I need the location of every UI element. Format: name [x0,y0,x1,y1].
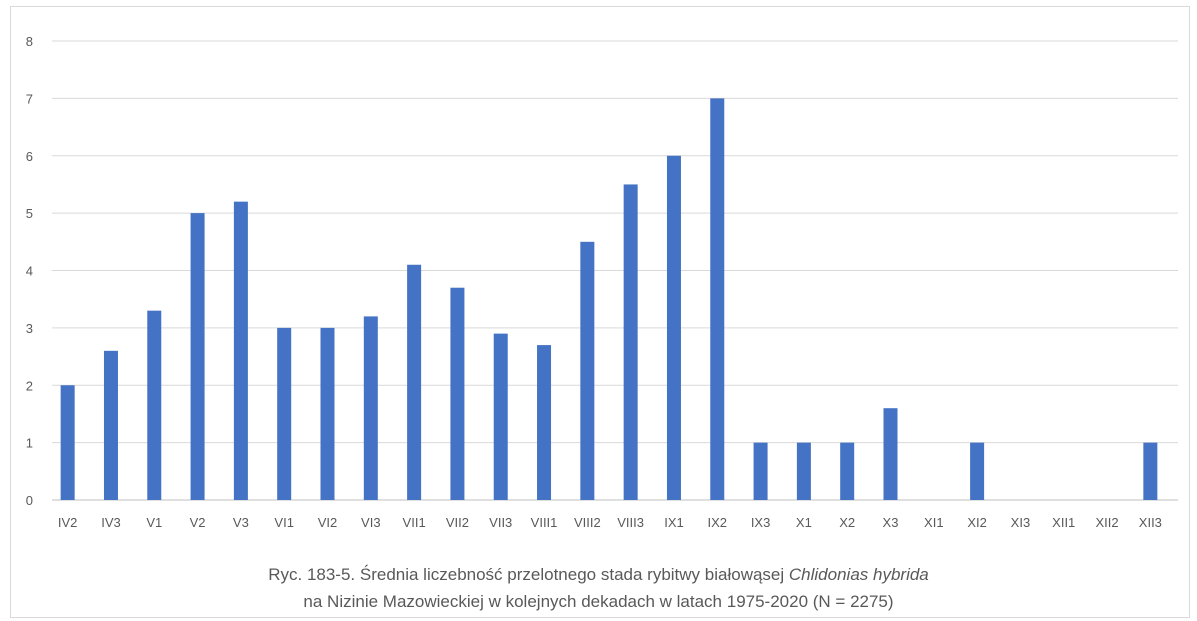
bar-VI3 [363,316,378,500]
x-tick-label: IX2 [708,515,728,530]
bar-X3 [883,408,898,500]
y-tick-label: 4 [26,264,33,279]
bar-VIII2 [580,241,595,500]
caption-line-1: Ryc. 183-5. Średnia liczebność przelotne… [0,565,1197,585]
x-tick-label: XI1 [924,515,944,530]
gridlines [52,40,1178,501]
x-tick-label: VI1 [274,515,294,530]
x-tick-label: VIII3 [617,515,644,530]
caption-line-2: na Nizinie Mazowieckiej w kolejnych deka… [303,592,894,611]
chart-frame [10,6,1190,618]
y-tick-label: 5 [26,206,33,221]
x-tick-label: IX3 [751,515,771,530]
bar-VI2 [320,327,335,500]
x-tick-label: VII1 [403,515,426,530]
bar-V1 [147,310,162,500]
bar-X2 [840,442,855,500]
y-tick-label: 8 [26,34,33,49]
y-tick-label: 6 [26,149,33,164]
x-tick-label: VI3 [361,515,381,530]
bar-IV3 [103,350,118,500]
y-tick-label: 0 [26,493,33,508]
x-tick-label: XI2 [967,515,987,530]
bar-V3 [233,201,248,500]
y-tick-label: 2 [26,378,33,393]
bar-VII3 [493,333,508,500]
y-tick-label: 1 [26,436,33,451]
bars [60,98,1158,500]
x-tick-label: XII2 [1095,515,1118,530]
x-tick-label: XII3 [1139,515,1162,530]
bar-XII3 [1143,442,1158,500]
y-tick-label: 7 [26,91,33,106]
y-axis-ticks: 0 1 2 3 4 5 6 7 8 [26,34,33,508]
x-tick-label: XI3 [1011,515,1031,530]
x-tick-label: X2 [839,515,855,530]
bar-chart: 0 1 2 3 4 5 6 7 8 IV2 IV3 V1 V2 V3 VI1 VI2 VI3 VII1 VII2 V… [26,34,1178,530]
bar-VII2 [450,287,465,500]
bar-XI2 [970,442,985,500]
x-tick-label: VII2 [446,515,469,530]
x-tick-label: VIII1 [531,515,558,530]
x-tick-label: IV3 [101,515,121,530]
x-tick-label: XII1 [1052,515,1075,530]
bar-X1 [796,442,811,500]
x-tick-label: VI2 [318,515,338,530]
x-tick-label: IV2 [58,515,78,530]
caption-prefix: Ryc. 183-5. Średnia liczebność przelotne… [268,565,789,584]
x-tick-label: V2 [190,515,206,530]
bar-VIII3 [623,184,638,500]
x-tick-label: X3 [883,515,899,530]
caption-species: Chlidonias hybrida [788,565,929,584]
bar-IX2 [710,98,725,500]
x-axis-ticks: IV2 IV3 V1 V2 V3 VI1 VI2 VI3 VII1 VII2 VII3 VIII1 VI… [58,515,1162,530]
x-tick-label: X1 [796,515,812,530]
bar-VIII1 [537,345,552,500]
x-tick-label: V1 [146,515,162,530]
x-tick-label: VIII2 [574,515,601,530]
y-tick-label: 3 [26,321,33,336]
x-tick-label: V3 [233,515,249,530]
bar-IX3 [753,442,768,500]
x-tick-label: VII3 [489,515,512,530]
bar-IX1 [666,155,681,500]
bar-VII1 [407,264,422,500]
bar-IV2 [60,385,75,500]
bar-VI1 [277,327,292,500]
x-tick-label: IX1 [664,515,684,530]
bar-V2 [190,213,205,500]
